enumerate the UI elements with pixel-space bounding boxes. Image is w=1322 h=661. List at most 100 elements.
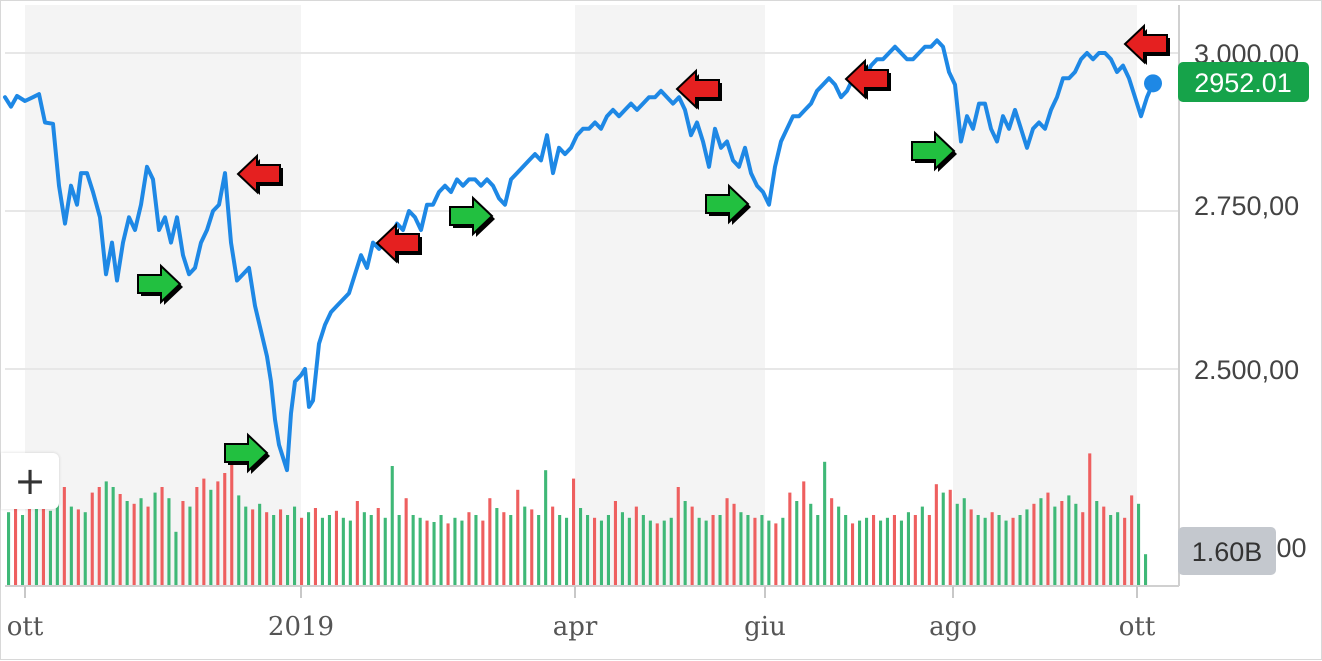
volume-bar <box>334 510 338 585</box>
volume-bar <box>732 503 736 585</box>
volume-bar <box>1102 506 1106 585</box>
volume-bar <box>969 509 973 585</box>
volume-bar <box>830 498 834 585</box>
add-indicator-button[interactable]: + <box>1 453 59 509</box>
volume-bar <box>55 489 59 585</box>
volume-bar <box>132 503 136 585</box>
x-tick-label: giu <box>744 612 786 642</box>
volume-bar <box>1032 503 1036 585</box>
red-left-arrow-icon <box>1123 23 1168 65</box>
red-left-arrow-icon <box>236 153 281 195</box>
volume-bar <box>760 515 764 585</box>
volume-bar <box>495 508 499 585</box>
volume-bar <box>181 501 185 585</box>
volume-bar <box>683 501 687 585</box>
volume-bar <box>599 520 603 585</box>
volume-bar <box>593 517 597 585</box>
volume-bar <box>795 501 799 585</box>
volume-bar <box>439 515 443 585</box>
volume-bar <box>34 503 38 585</box>
volume-bar <box>83 512 87 585</box>
volume-bar <box>669 517 673 585</box>
volume-bar <box>1137 503 1141 585</box>
price-line <box>3 38 1162 473</box>
volume-bar <box>976 515 980 585</box>
volume-bar <box>432 522 436 585</box>
volume-bar <box>488 498 492 585</box>
volume-bar <box>153 492 157 585</box>
volume-bar <box>7 512 11 585</box>
last-price-dot <box>1144 74 1162 93</box>
volume-bar <box>251 509 255 585</box>
volume-bar <box>739 512 743 585</box>
volume-bar <box>1109 515 1113 585</box>
volume-bar <box>14 508 18 585</box>
price-badges: 2952.01 1.60B <box>1178 62 1309 575</box>
volume-bar <box>265 512 269 585</box>
volume-bar <box>962 498 966 585</box>
volume-bar <box>934 484 938 585</box>
volume-bar <box>425 520 429 585</box>
volume-bar <box>558 515 562 585</box>
volume-bar <box>892 515 896 585</box>
volume-bar <box>872 515 876 585</box>
last-price-value: 2952.01 <box>1194 68 1292 98</box>
price-series-line <box>3 38 1155 473</box>
volume-bar <box>606 515 610 585</box>
volume-bar <box>293 506 297 585</box>
volume-bar <box>851 523 855 585</box>
volume-bar <box>941 492 945 585</box>
volume-bar <box>341 517 345 585</box>
volume-bar <box>209 489 213 585</box>
volume-bar <box>383 517 387 585</box>
volume-bar <box>1095 501 1099 585</box>
volume-bar <box>516 489 520 585</box>
volume-bar <box>41 501 45 585</box>
volume-bar <box>1004 520 1008 585</box>
volume-bar <box>320 517 324 585</box>
volume-bar <box>327 515 331 585</box>
volume-bar <box>1123 517 1127 585</box>
volume-bar <box>641 515 645 585</box>
volume-bar <box>579 508 583 585</box>
x-tick-label: ott <box>7 612 44 642</box>
volume-bar <box>481 520 485 585</box>
volume-bar <box>223 473 227 585</box>
volume-bar <box>844 515 848 585</box>
volume-bar <box>502 512 506 585</box>
volume-bar <box>313 508 317 585</box>
volume-bar <box>467 512 471 585</box>
volume-bar <box>62 487 66 585</box>
volume-bar <box>572 478 576 585</box>
volume-bar <box>627 517 631 585</box>
volume-bar <box>648 520 652 585</box>
volume-bar <box>411 515 415 585</box>
volume-bar <box>725 498 729 585</box>
volume-bar <box>711 515 715 585</box>
volume-bar <box>1011 517 1015 585</box>
volume-bar <box>718 515 722 585</box>
volume-bar <box>97 487 101 585</box>
red-left-arrow-icon <box>675 68 720 110</box>
volume-bar <box>362 512 366 585</box>
volume-bar <box>376 508 380 585</box>
volume-bar <box>655 523 659 585</box>
volume-bar <box>104 481 108 585</box>
volume-bar <box>1144 554 1148 585</box>
volume-bar <box>634 506 638 585</box>
volume-bar <box>662 520 666 585</box>
last-price-badge <box>1178 62 1309 102</box>
volume-bar <box>990 512 994 585</box>
volume-bar <box>983 517 987 585</box>
gridlines <box>5 5 1180 587</box>
volume-bar <box>348 520 352 585</box>
volume-bar <box>258 503 262 585</box>
volume-bar <box>27 498 31 585</box>
green-right-arrow-icon <box>449 195 494 237</box>
volume-bar <box>823 461 827 585</box>
volume-bar <box>1025 509 1029 585</box>
volume-bar <box>1067 495 1071 585</box>
volume-bar <box>279 509 283 585</box>
volume-bar <box>48 510 52 585</box>
